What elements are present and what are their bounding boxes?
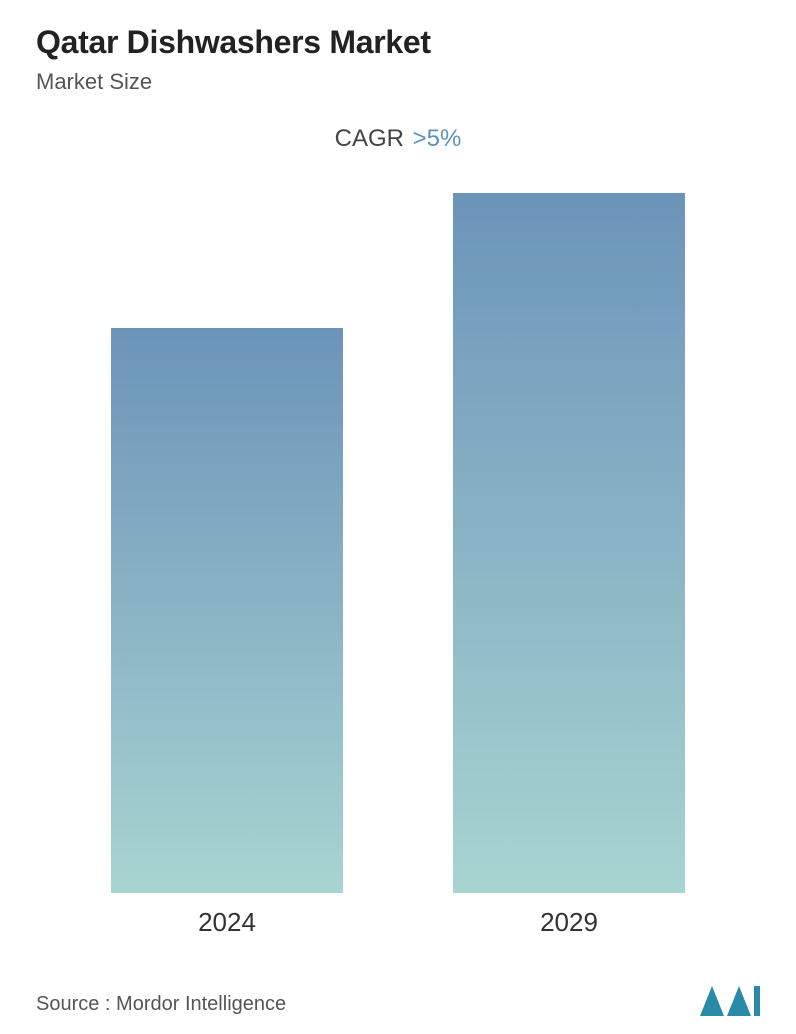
bar-2029 bbox=[453, 193, 685, 893]
logo-shape-icon bbox=[700, 986, 724, 1016]
cagr-value: >5% bbox=[413, 125, 462, 152]
cagr-label: CAGR bbox=[335, 125, 404, 152]
cagr-row: CAGR >5% bbox=[0, 125, 796, 153]
x-axis-labels: 2024 2029 bbox=[0, 907, 796, 938]
x-label-0: 2024 bbox=[111, 907, 343, 938]
logo-shape-icon bbox=[727, 986, 751, 1016]
chart-title: Qatar Dishwashers Market bbox=[36, 24, 760, 61]
bars-container bbox=[0, 173, 796, 893]
brand-logo bbox=[700, 984, 760, 1016]
source-text: Source : Mordor Intelligence bbox=[36, 993, 286, 1016]
bar-2024 bbox=[111, 328, 343, 893]
bar-chart bbox=[0, 173, 796, 893]
chart-footer: Source : Mordor Intelligence bbox=[0, 984, 796, 1016]
chart-subtitle: Market Size bbox=[36, 69, 760, 95]
x-label-1: 2029 bbox=[453, 907, 685, 938]
logo-shape-icon bbox=[754, 986, 760, 1016]
chart-header: Qatar Dishwashers Market Market Size bbox=[0, 0, 796, 103]
